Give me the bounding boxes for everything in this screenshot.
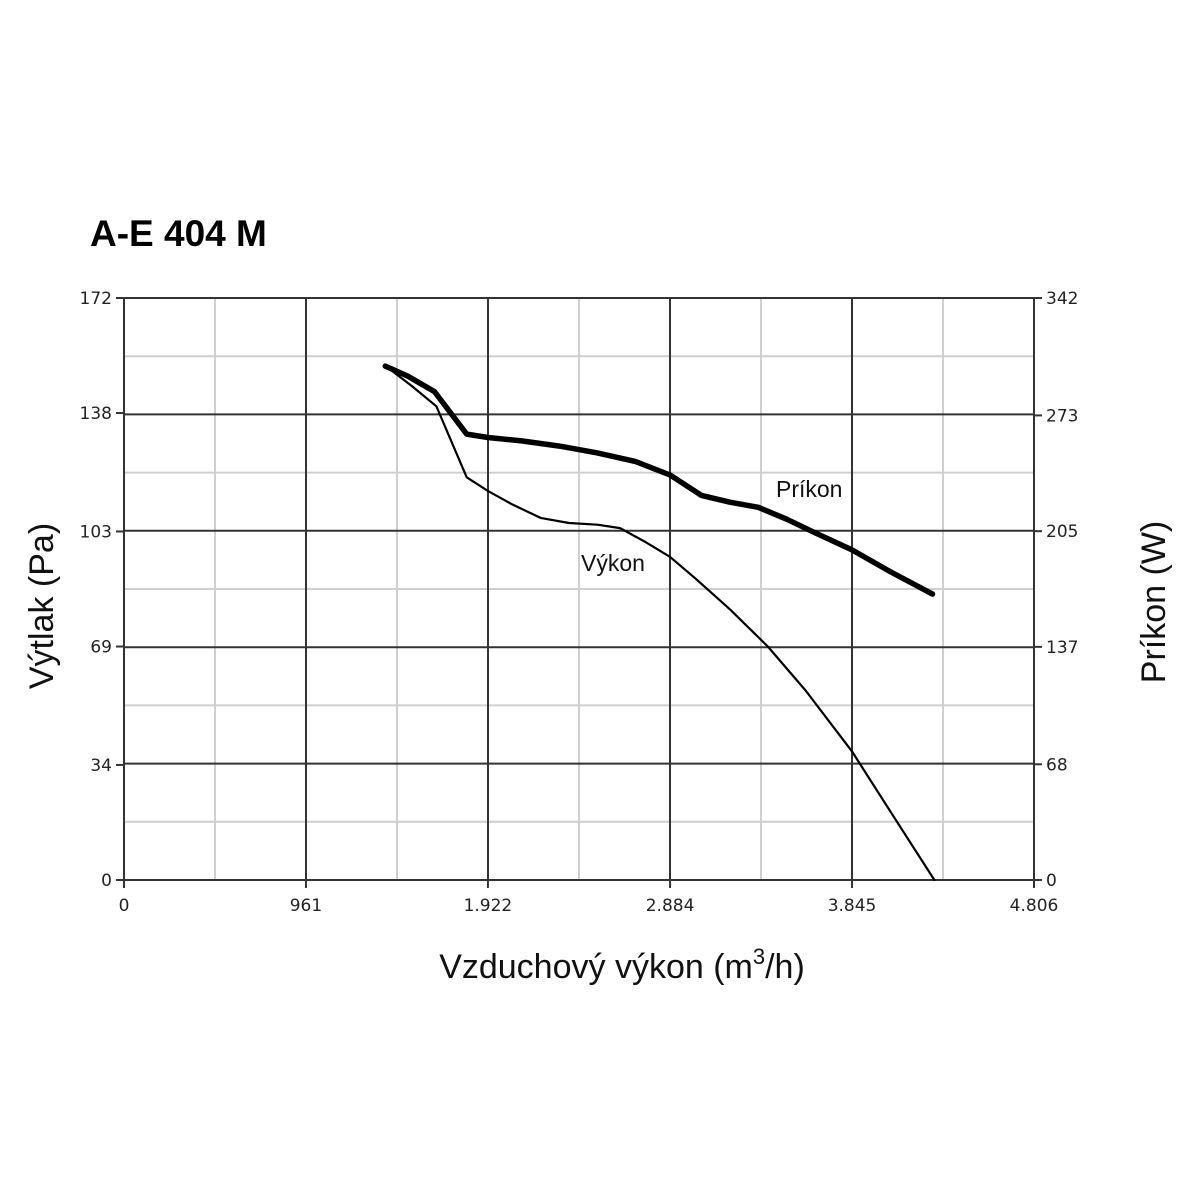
right-tick-label: 342 [1046,289,1078,309]
right-tick-label: 68 [1046,755,1068,775]
series-label-vykon: Výkon [581,550,645,576]
right-axis-ticks: 0 68 137 205 273 342 [1034,289,1078,891]
right-tick-label: 0 [1046,871,1057,891]
left-tick-label: 34 [90,756,112,776]
x-axis-ticks: 0 961 1.922 2.884 3.845 4.806 [119,880,1059,916]
series-line-vykon [384,364,936,882]
series-line-prikon [382,363,936,597]
left-tick-label: 138 [80,404,112,424]
left-tick-label: 172 [80,289,112,309]
right-tick-label: 205 [1046,522,1078,542]
series-label-prikon: Príkon [776,476,842,502]
x-axis-title-main: Vzduchový výkon (m [439,948,753,986]
x-tick-label: 4.806 [1010,896,1059,916]
x-axis-title: Vzduchový výkon (m3/h) [439,944,805,986]
left-axis-ticks: 0 34 69 103 138 172 [80,289,124,891]
series-layer [382,363,936,882]
x-tick-label: 1.922 [464,896,513,916]
x-tick-label: 2.884 [646,896,695,916]
x-axis-title-superscript: 3 [753,944,765,969]
x-tick-label: 0 [119,896,130,916]
left-tick-label: 69 [90,638,112,658]
major-grid [124,298,1034,880]
left-tick-label: 103 [80,522,112,542]
x-axis-title-tail: /h) [765,948,805,986]
right-tick-label: 273 [1046,406,1078,426]
right-tick-label: 137 [1046,638,1078,658]
right-axis-title: Príkon (W) [1135,521,1173,683]
left-tick-label: 0 [101,871,112,891]
left-axis-title: Výtlak (Pa) [23,523,61,689]
x-tick-label: 3.845 [828,896,877,916]
x-tick-label: 961 [290,896,322,916]
minor-grid [124,298,1034,880]
plot-frame [123,297,1035,881]
chart-title: A-E 404 M [90,213,267,254]
